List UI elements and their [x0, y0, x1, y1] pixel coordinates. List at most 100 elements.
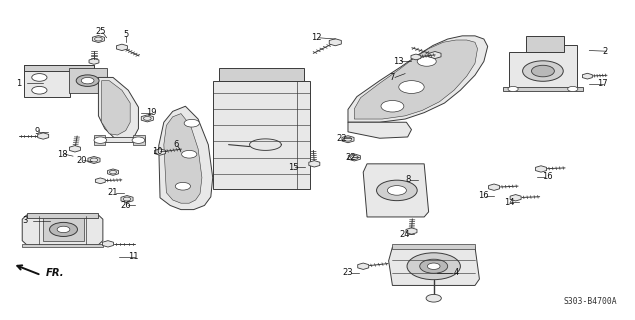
- Circle shape: [57, 226, 70, 233]
- Polygon shape: [219, 68, 304, 81]
- Text: 6: 6: [174, 140, 179, 149]
- Circle shape: [32, 74, 47, 81]
- Polygon shape: [509, 45, 577, 90]
- Text: 19: 19: [146, 108, 156, 117]
- Polygon shape: [348, 122, 411, 138]
- Polygon shape: [89, 59, 99, 64]
- Text: 11: 11: [128, 252, 138, 261]
- Polygon shape: [363, 164, 429, 217]
- Circle shape: [523, 61, 563, 81]
- Circle shape: [377, 180, 417, 201]
- Polygon shape: [342, 136, 354, 143]
- Polygon shape: [348, 36, 488, 122]
- Circle shape: [426, 294, 441, 302]
- Polygon shape: [95, 178, 105, 184]
- Circle shape: [50, 222, 77, 236]
- Polygon shape: [133, 135, 145, 145]
- Polygon shape: [69, 146, 81, 152]
- Text: FR.: FR.: [46, 268, 64, 278]
- Polygon shape: [389, 247, 479, 285]
- Polygon shape: [429, 52, 441, 59]
- Polygon shape: [213, 81, 310, 189]
- Text: S303-B4700A: S303-B4700A: [564, 297, 617, 306]
- Text: 14: 14: [504, 198, 514, 207]
- Text: 17: 17: [597, 79, 607, 88]
- Circle shape: [132, 137, 145, 143]
- Circle shape: [76, 75, 99, 86]
- Circle shape: [32, 86, 47, 94]
- Circle shape: [387, 186, 406, 195]
- Circle shape: [182, 150, 197, 158]
- Text: 23: 23: [343, 268, 353, 277]
- Text: 7: 7: [390, 73, 395, 82]
- Text: 22: 22: [345, 153, 356, 162]
- Polygon shape: [22, 244, 103, 247]
- Text: 21: 21: [108, 188, 118, 197]
- Circle shape: [184, 119, 199, 127]
- Polygon shape: [159, 106, 213, 210]
- Polygon shape: [510, 195, 521, 201]
- Polygon shape: [348, 154, 361, 161]
- Polygon shape: [24, 65, 94, 71]
- Polygon shape: [154, 149, 166, 155]
- Polygon shape: [121, 196, 133, 203]
- Polygon shape: [37, 133, 49, 139]
- Polygon shape: [488, 184, 500, 190]
- Polygon shape: [354, 40, 478, 119]
- Polygon shape: [24, 65, 94, 97]
- Circle shape: [399, 81, 424, 93]
- Polygon shape: [94, 135, 105, 145]
- Polygon shape: [88, 156, 100, 164]
- Circle shape: [175, 182, 190, 190]
- Circle shape: [508, 86, 518, 92]
- Polygon shape: [392, 244, 475, 249]
- Text: 13: 13: [394, 57, 404, 66]
- Polygon shape: [526, 36, 564, 52]
- Circle shape: [94, 137, 107, 143]
- Text: 1: 1: [17, 79, 22, 88]
- Text: 4: 4: [453, 268, 458, 277]
- Text: 18: 18: [57, 150, 67, 159]
- Circle shape: [417, 57, 436, 66]
- Circle shape: [427, 263, 440, 269]
- Text: 12: 12: [311, 33, 321, 42]
- Text: 2: 2: [602, 47, 607, 56]
- Text: 22: 22: [337, 134, 347, 143]
- Polygon shape: [27, 213, 98, 218]
- Polygon shape: [98, 77, 138, 141]
- Circle shape: [568, 86, 578, 92]
- Polygon shape: [582, 73, 592, 79]
- Circle shape: [407, 253, 460, 280]
- Polygon shape: [406, 228, 417, 234]
- Circle shape: [381, 100, 404, 112]
- Text: 16: 16: [479, 191, 489, 200]
- Polygon shape: [22, 215, 103, 245]
- Polygon shape: [141, 115, 154, 122]
- Polygon shape: [309, 161, 320, 167]
- Polygon shape: [535, 166, 547, 172]
- Polygon shape: [102, 241, 114, 247]
- Text: 5: 5: [123, 30, 128, 39]
- Polygon shape: [503, 87, 583, 91]
- Polygon shape: [358, 263, 369, 269]
- Text: 25: 25: [95, 27, 105, 36]
- Text: 10: 10: [152, 147, 163, 156]
- Polygon shape: [94, 137, 145, 142]
- Polygon shape: [116, 44, 128, 51]
- Polygon shape: [107, 169, 119, 175]
- Polygon shape: [329, 39, 342, 46]
- Text: 8: 8: [405, 175, 410, 184]
- Polygon shape: [69, 68, 107, 93]
- Text: 20: 20: [76, 156, 86, 165]
- Polygon shape: [102, 81, 130, 135]
- Polygon shape: [164, 114, 202, 203]
- Text: 26: 26: [121, 201, 131, 210]
- Text: 16: 16: [542, 172, 552, 181]
- Circle shape: [81, 77, 94, 84]
- Circle shape: [531, 65, 554, 77]
- Circle shape: [420, 259, 448, 273]
- Text: 24: 24: [400, 230, 410, 239]
- Text: 3: 3: [23, 216, 28, 225]
- Polygon shape: [43, 218, 84, 241]
- Text: 15: 15: [288, 163, 298, 172]
